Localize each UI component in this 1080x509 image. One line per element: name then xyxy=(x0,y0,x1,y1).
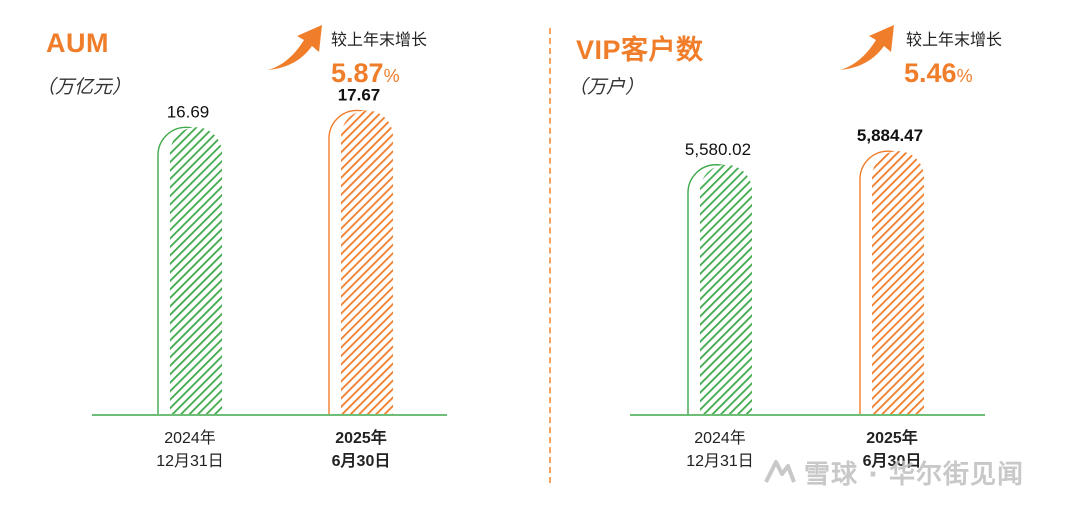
bar xyxy=(170,127,222,415)
growth-percent-sign: % xyxy=(383,66,400,86)
up-arrow-icon xyxy=(268,25,322,70)
data-label: 5,884.47 xyxy=(857,126,923,145)
data-label: 17.67 xyxy=(338,85,381,104)
panel-title: VIP客户数 xyxy=(576,35,704,65)
snowball-logo-icon xyxy=(764,460,796,483)
data-label: 16.69 xyxy=(167,102,210,121)
bar xyxy=(700,164,752,414)
growth-label: 较上年末增长 xyxy=(331,32,428,49)
growth-percent-sign: % xyxy=(956,66,973,86)
bar xyxy=(872,151,924,414)
category-label: 2024年 xyxy=(164,429,216,447)
aum-bar-chart: 16.69 2024年 12月31日 17.67 2025年 6月30日 xyxy=(92,85,447,470)
panel-divider xyxy=(549,28,551,483)
category-label: 12月31日 xyxy=(686,453,754,470)
growth-number: 5.87 xyxy=(331,58,384,88)
growth-label: 较上年末增长 xyxy=(906,32,1003,49)
bar xyxy=(341,110,393,414)
growth-value: 5.87% xyxy=(331,58,400,89)
watermark: 雪球 · 华尔街见闻 xyxy=(804,460,1024,490)
vip-bar-chart: 5,580.02 2024年 12月31日 5,884.47 2025年 6月30日 xyxy=(630,126,985,470)
category-label: 6月30日 xyxy=(332,452,391,470)
panel-title: AUM xyxy=(46,28,109,58)
category-label: 2025年 xyxy=(335,428,387,447)
data-label: 5,580.02 xyxy=(685,140,751,159)
up-arrow-icon xyxy=(840,25,894,70)
category-label: 6月30日 xyxy=(863,452,922,470)
panel-unit: （万户） xyxy=(568,77,645,98)
category-label: 2024年 xyxy=(694,429,746,447)
growth-number: 5.46 xyxy=(904,58,957,88)
category-label: 12月31日 xyxy=(156,453,224,470)
panel-unit: （万亿元） xyxy=(36,77,132,98)
category-label: 2025年 xyxy=(866,428,918,447)
vip-panel: VIP客户数 （万户） 较上年末增长 5.46% 5,580.02 2024年 12… xyxy=(540,0,1080,509)
growth-value: 5.46% xyxy=(904,58,973,89)
aum-panel: AUM （万亿元） 较上年末增长 5.87% 16.69 2024年 12月31日 1… xyxy=(36,25,447,470)
